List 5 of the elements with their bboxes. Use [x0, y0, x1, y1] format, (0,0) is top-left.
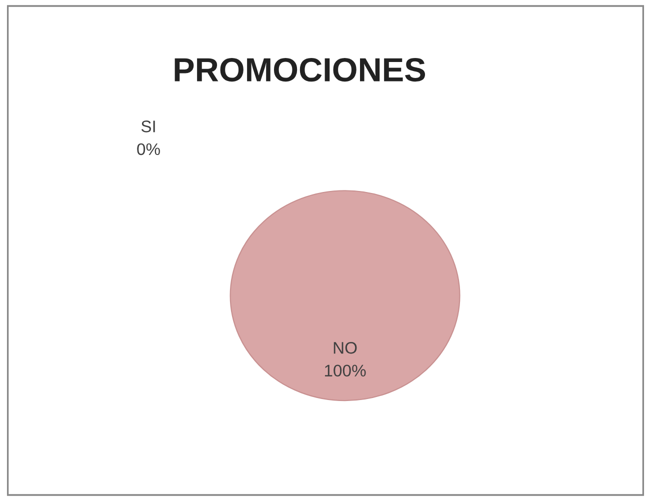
- data-label: 100%: [324, 364, 366, 377]
- category-label: SI: [141, 120, 155, 132]
- slice-label: NO: [334, 342, 357, 354]
- chart-title: PROMOCIONES: [174, 58, 426, 82]
- text: 0%: [137, 143, 160, 156]
